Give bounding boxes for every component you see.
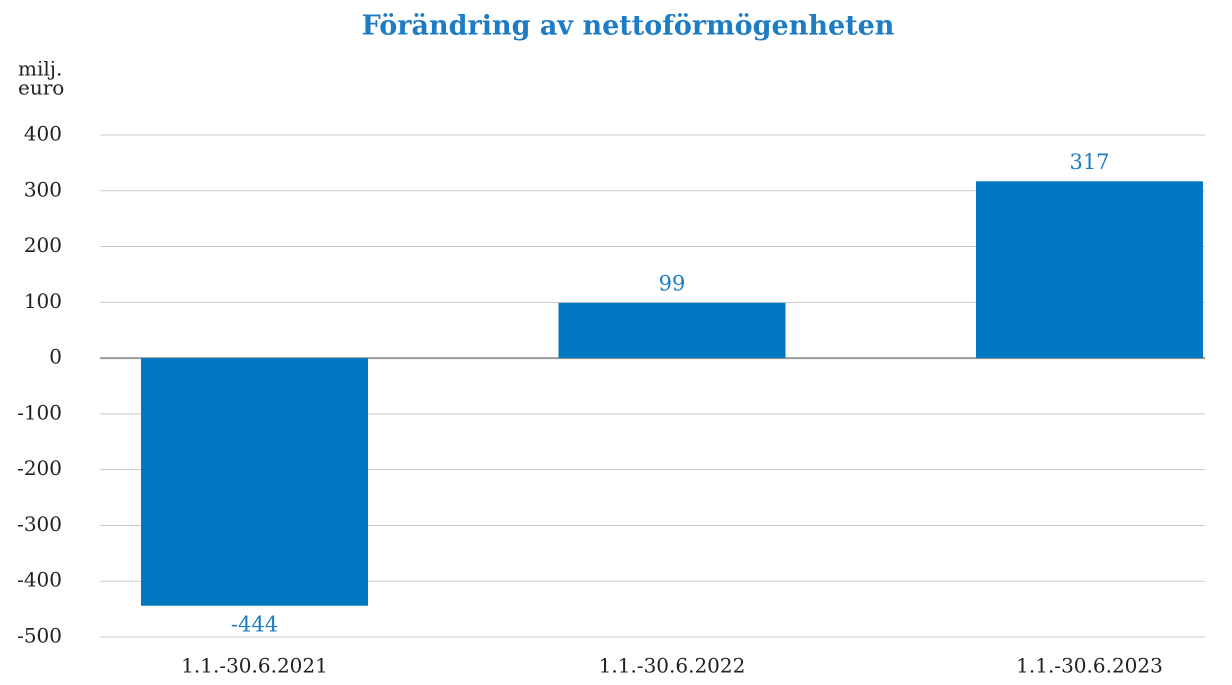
y-tick-label: 100 [24,289,62,313]
y-tick-label: 200 [24,233,62,257]
y-axis-label: milj. [18,57,62,81]
data-label: -444 [231,612,278,636]
y-tick-label: -500 [17,624,62,648]
chart-title: Förändring av nettoförmögenheten [362,11,895,42]
bar [141,358,368,606]
y-tick-label: 0 [49,345,62,369]
x-tick-label: 1.1.-30.6.2023 [1016,654,1163,678]
y-tick-label: -200 [17,456,62,480]
y-tick-label: 300 [24,177,62,201]
bar [558,302,786,359]
bar [976,181,1203,359]
y-tick-label: -300 [17,512,62,536]
x-tick-label: 1.1.-30.6.2022 [599,654,746,678]
y-axis-label: euro [18,76,64,100]
data-label: 317 [1069,150,1109,174]
y-tick-label: 400 [24,122,62,146]
y-tick-label: -100 [17,400,62,424]
y-tick-label: -400 [17,568,62,592]
x-tick-label: 1.1.-30.6.2021 [181,654,328,678]
data-label: 99 [659,271,686,295]
